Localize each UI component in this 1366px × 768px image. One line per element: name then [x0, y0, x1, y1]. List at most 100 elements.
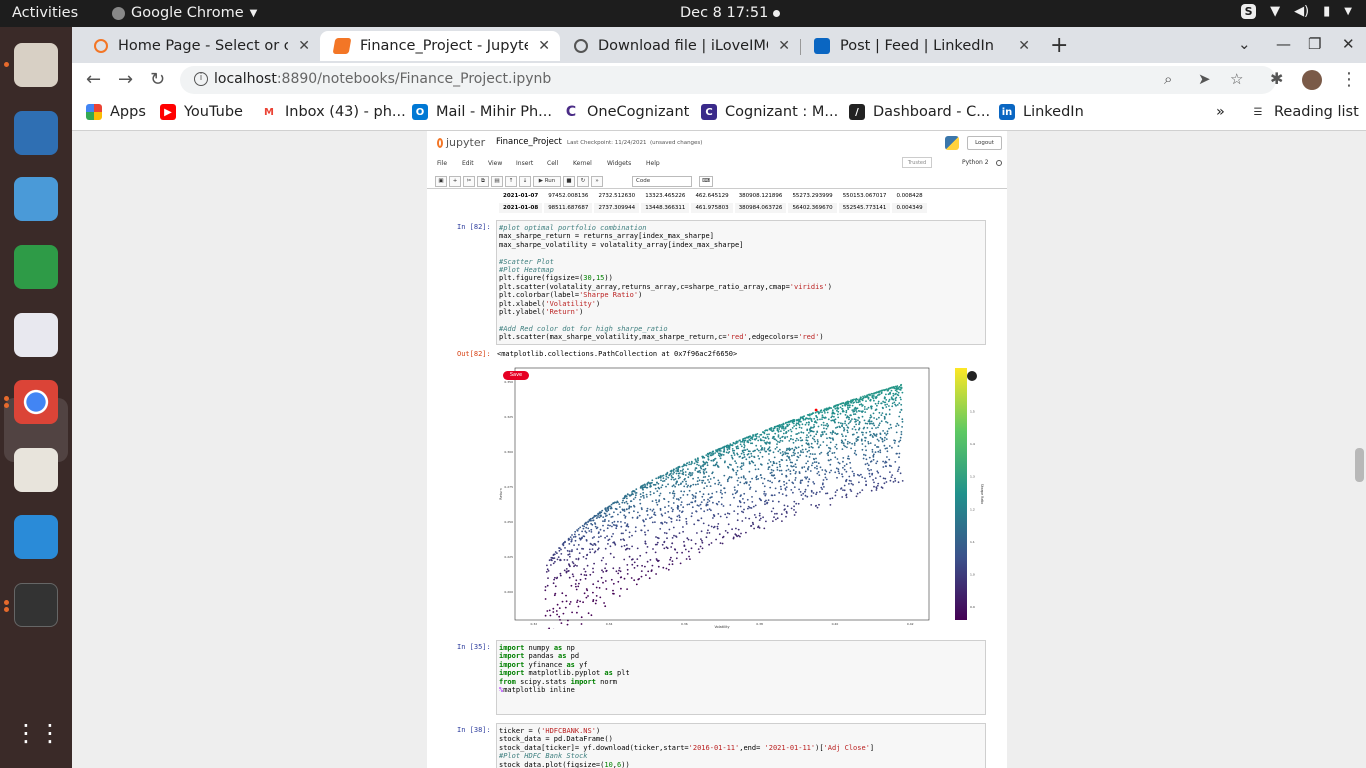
bookmark-youtube[interactable]: ▶ YouTube — [160, 104, 243, 120]
notebook-title[interactable]: Finance_Project — [496, 137, 562, 147]
menu-kernel[interactable]: Kernel — [573, 160, 592, 167]
scatter-point — [595, 595, 598, 597]
scatter-point — [887, 393, 890, 396]
scatter-point — [665, 485, 667, 488]
tab-finance-project[interactable]: Finance_Project - Jupyter ✕ — [320, 31, 560, 61]
scatter-point — [895, 396, 898, 399]
scatter-point — [677, 477, 680, 480]
logout-button[interactable]: Logout — [967, 136, 1002, 150]
scatter-point — [737, 505, 739, 508]
tab-home-page[interactable]: Home Page - Select or cre ✕ — [80, 31, 320, 61]
bookmark-apps[interactable]: Apps — [86, 104, 146, 120]
software-center-icon[interactable] — [14, 177, 58, 221]
cell-type-select[interactable]: Code — [632, 176, 692, 187]
reading-list-button[interactable]: ☰ Reading list — [1250, 104, 1359, 120]
menu-widgets[interactable]: Widgets — [607, 160, 632, 167]
scatter-point — [892, 481, 895, 483]
bookmark-cognizant[interactable]: C Cognizant : M... — [701, 104, 838, 120]
menu-help[interactable]: Help — [646, 160, 660, 167]
reload-icon[interactable]: ↻ — [150, 69, 166, 90]
tab-search-chevron-icon[interactable]: ⌄ — [1238, 35, 1251, 53]
calc-icon[interactable] — [14, 245, 58, 289]
send-icon[interactable]: ➤ — [1198, 70, 1211, 88]
impress-icon[interactable] — [14, 111, 58, 155]
run-button[interactable]: ▶ Run — [533, 176, 561, 187]
close-tab-icon[interactable]: ✕ — [298, 38, 310, 54]
close-tab-icon[interactable]: ✕ — [778, 38, 790, 54]
paste-icon[interactable]: ▤ — [491, 176, 503, 187]
chrome-dock-icon[interactable] — [14, 380, 58, 424]
scatter-point — [589, 573, 592, 576]
scatter-point — [679, 476, 681, 479]
menu-edit[interactable]: Edit — [462, 160, 474, 167]
scatter-point — [632, 498, 635, 500]
bookmark-onecognizant[interactable]: C OneCognizant — [563, 104, 689, 120]
trusted-badge[interactable]: Trusted — [902, 157, 932, 168]
copy-icon[interactable]: ⧉ — [477, 176, 489, 187]
bookmark-inbox[interactable]: M Inbox (43) - ph... — [261, 104, 406, 120]
info-icon[interactable]: i — [194, 72, 208, 86]
bookmark-mail[interactable]: O Mail - Mihir Ph... — [412, 104, 552, 120]
close-tab-icon[interactable]: ✕ — [1018, 38, 1030, 54]
minimize-icon[interactable]: — — [1276, 35, 1291, 53]
menu-cell[interactable]: Cell — [547, 160, 559, 167]
page-scrollbar-thumb[interactable] — [1355, 448, 1364, 482]
extensions-icon[interactable]: ✱ — [1270, 69, 1284, 88]
new-tab-button[interactable]: + — [1050, 33, 1069, 58]
scatter-point — [828, 471, 831, 474]
scatter-point — [861, 431, 863, 434]
text-editor-icon[interactable] — [14, 313, 58, 357]
bookmark-star-icon[interactable]: ☆ — [1230, 70, 1244, 88]
more-bookmarks-icon[interactable]: » — [1216, 104, 1225, 120]
tab-linkedin[interactable]: Post | Feed | LinkedIn ✕ — [800, 31, 1040, 61]
restore-icon[interactable]: ❐ — [1308, 35, 1322, 53]
scatter-point — [767, 462, 769, 465]
zoom-icon[interactable]: ⌕ — [1164, 70, 1173, 88]
insert-cell-icon[interactable]: + — [449, 176, 461, 187]
move-up-icon[interactable]: ↑ — [505, 176, 517, 187]
close-window-icon[interactable]: ✕ — [1342, 35, 1355, 53]
bookmark-linkedin[interactable]: in LinkedIn — [999, 104, 1084, 120]
scatter-point — [891, 474, 894, 476]
forward-icon[interactable]: → — [118, 69, 134, 90]
clock[interactable]: Dec 8 17:51 — [680, 5, 769, 21]
code-cell-imports[interactable]: import numpy as np import pandas as pd i… — [496, 640, 986, 715]
menu-file[interactable]: File — [437, 160, 448, 167]
menu-view[interactable]: View — [488, 160, 503, 167]
cut-icon[interactable]: ✂ — [463, 176, 475, 187]
tab-iloveimg[interactable]: Download file | iLoveIMG ✕ — [560, 31, 800, 61]
fast-forward-icon[interactable]: » — [591, 176, 603, 187]
scatter-point — [597, 580, 599, 583]
scatter-point — [644, 565, 646, 568]
code-cell-hdfc[interactable]: ticker = ('HDFCBANK.NS') stock_data = pd… — [496, 723, 986, 768]
profile-avatar[interactable] — [1302, 70, 1322, 90]
show-apps-icon[interactable]: ⋮⋮ — [14, 719, 62, 747]
move-down-icon[interactable]: ↓ — [519, 176, 531, 187]
stop-icon[interactable]: ■ — [563, 176, 575, 187]
scatter-point — [807, 484, 809, 487]
system-tray[interactable]: S ▼ ◀) ▮ ▼ — [1241, 4, 1352, 19]
expand-image-icon[interactable] — [967, 371, 977, 381]
scatter-point — [570, 540, 573, 543]
activities-button[interactable]: Activities — [12, 5, 79, 21]
files-icon[interactable] — [14, 43, 58, 87]
address-bar[interactable]: i localhost:8890/notebooks/Finance_Proje… — [180, 66, 1276, 94]
jupyter-logo[interactable]: jupyter — [437, 136, 485, 149]
document-viewer-icon[interactable] — [14, 448, 58, 492]
scatter-point — [861, 434, 864, 436]
scatter-point — [679, 496, 682, 499]
close-tab-icon[interactable]: ✕ — [538, 38, 550, 54]
restart-icon[interactable]: ↻ — [577, 176, 589, 187]
scatter-point — [885, 413, 887, 416]
menu-insert[interactable]: Insert — [516, 160, 534, 167]
app-menu[interactable]: Google Chrome ▼ — [112, 5, 257, 21]
system-monitor-icon[interactable] — [14, 515, 58, 559]
menu-kebab-icon[interactable]: ⋮ — [1340, 69, 1358, 90]
save-icon[interactable]: ▣ — [435, 176, 447, 187]
keyboard-icon[interactable]: ⌨ — [699, 176, 713, 187]
pin-save-button[interactable]: Save — [503, 371, 529, 380]
bookmark-dashboard[interactable]: / Dashboard - C... — [849, 104, 990, 120]
back-icon[interactable]: ← — [86, 69, 102, 90]
terminal-icon[interactable] — [14, 583, 58, 627]
code-cell-portfolio-plot[interactable]: #plot optimal portfolio combination max_… — [496, 220, 986, 345]
